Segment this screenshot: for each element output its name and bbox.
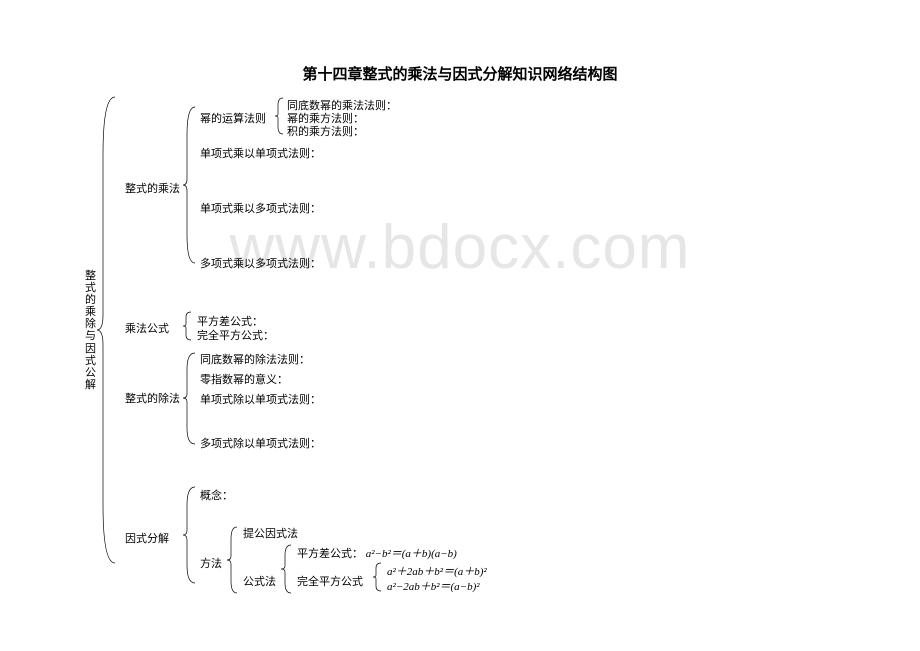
node-pow-rules: 幂的运算法则: [200, 110, 266, 126]
brace-n1a: [275, 97, 285, 135]
node-factorize: 因式分解: [125, 530, 169, 546]
node-method: 方法: [200, 555, 222, 571]
node-formula-method: 公式法: [243, 573, 276, 589]
watermark-text: www.bdocx.com: [0, 212, 920, 283]
node-perfect-sq-formula: 完全平方公式：: [197, 327, 274, 343]
node-mult-formula: 乘法公式: [125, 320, 169, 336]
formula-perfect-sq-plus: a²＋2ab＋b²＝(a＋b)²: [387, 563, 487, 579]
brace-n4b2: [281, 543, 293, 595]
brace-n4b: [227, 525, 239, 595]
brace-n2: [183, 311, 193, 341]
node-zero-exp: 零指数幂的意义：: [200, 371, 288, 387]
brace-n4: [183, 485, 197, 585]
node-poly-poly: 多项式乘以多项式法则：: [200, 255, 321, 271]
page-title: 第十四章整式的乘法与因式分解知识网络结构图: [0, 63, 920, 84]
node-same-base-div: 同底数幂的除法法则：: [200, 351, 310, 367]
node-int-mult: 整式的乘法: [125, 180, 180, 196]
node-perfect-sq-method: 完全平方公式: [297, 573, 363, 589]
root-vertical-label: 整式的乘除与因式公解: [85, 270, 97, 391]
node-poly-div-mono: 多项式除以单项式法则：: [200, 435, 321, 451]
brace-n1: [183, 105, 197, 265]
node-prod-pow: 积的乘方法则：: [287, 123, 364, 139]
node-int-div: 整式的除法: [125, 390, 180, 406]
brace-n3: [183, 351, 197, 446]
node-mono-div-mono: 单项式除以单项式法则：: [200, 391, 321, 407]
brace-perfect-sq: [373, 562, 383, 592]
brace-root: [97, 95, 117, 565]
formula-perfect-sq-minus: a²−2ab＋b²＝(a−b)²: [387, 578, 480, 594]
node-common-factor: 提公因式法: [243, 525, 298, 541]
node-mono-mono: 单项式乘以单项式法则：: [200, 145, 321, 161]
node-diff-sq-full: 平方差公式： a²−b²＝(a＋b)(a−b): [297, 545, 457, 561]
node-mono-poly: 单项式乘以多项式法则：: [200, 200, 321, 216]
node-concept: 概念：: [200, 487, 233, 503]
